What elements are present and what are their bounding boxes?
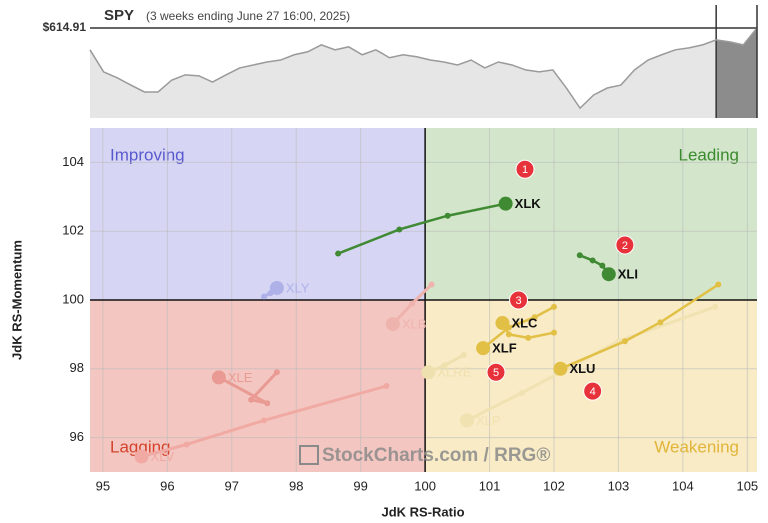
series-label: XLP <box>476 413 501 428</box>
price-label: $614.91 <box>43 20 87 34</box>
quadrant <box>425 128 757 300</box>
quadrant <box>90 128 426 300</box>
tail-point <box>505 331 512 338</box>
tail-point <box>441 362 448 369</box>
tail-head <box>134 449 149 464</box>
x-tick-label: 99 <box>353 478 367 493</box>
quadrant-label: Improving <box>110 145 185 164</box>
tail-point <box>712 303 719 310</box>
tail-line <box>481 305 556 350</box>
price-area <box>90 28 757 118</box>
tail-point <box>261 293 267 300</box>
watermark-logo <box>299 445 319 465</box>
price-subtitle: (3 weeks ending June 27 16:00, 2025) <box>146 9 350 23</box>
tail-point <box>273 369 280 376</box>
tail-point <box>518 389 525 396</box>
quadrant-label: Leading <box>678 145 739 164</box>
y-tick-label: 98 <box>70 360 84 375</box>
tail-head <box>498 196 513 211</box>
annotation-badge <box>615 235 635 255</box>
tail-head <box>421 365 436 380</box>
tail-line <box>336 202 507 255</box>
tail-point <box>183 441 190 448</box>
annotation-badge <box>515 159 535 179</box>
annotation-badge <box>583 381 603 401</box>
tail-point <box>576 252 583 259</box>
tail-point <box>551 329 557 336</box>
price-line <box>89 27 758 110</box>
tail-point <box>264 400 271 407</box>
x-tick-label: 98 <box>289 478 303 493</box>
tail-point <box>531 314 538 321</box>
series-label: XLE <box>228 370 253 385</box>
y-tick-label: 96 <box>70 429 84 444</box>
tail-point <box>248 396 255 403</box>
x-tick-label: 104 <box>672 478 694 493</box>
tail-head <box>495 316 510 331</box>
tail-head <box>269 280 284 295</box>
x-tick-label: 97 <box>225 478 239 493</box>
tail-point <box>657 319 664 326</box>
tail-point <box>599 262 606 269</box>
annotation-badge <box>509 290 529 310</box>
x-tick-label: 103 <box>608 478 630 493</box>
tail-line <box>217 370 279 405</box>
tail-point <box>409 300 416 307</box>
tail-point <box>396 226 403 233</box>
tail-line <box>465 305 717 422</box>
tail-point <box>261 417 267 424</box>
annotation-number: 2 <box>622 240 628 252</box>
annotation-number: 3 <box>515 295 521 307</box>
y-axis-title: JdK RS-Momentum <box>9 240 24 360</box>
series-label: XLC <box>511 315 538 330</box>
x-axis-title: JdK RS-Ratio <box>381 504 464 519</box>
tail-point <box>589 257 596 264</box>
x-tick-label: 100 <box>414 478 436 493</box>
tail-head <box>601 267 616 282</box>
tail-point <box>335 250 342 257</box>
watermark: StockCharts.com / RRG® <box>322 445 550 466</box>
series-label: XLY <box>286 280 310 295</box>
tail-point <box>621 338 628 345</box>
tail-head <box>553 361 568 376</box>
tail-head <box>211 370 226 385</box>
y-tick-label: 102 <box>62 223 84 238</box>
price-title: SPY <box>104 7 134 24</box>
tail-point <box>715 281 722 288</box>
series-label: XLK <box>515 196 542 211</box>
y-tick-label: 104 <box>62 154 84 169</box>
series-label: XLRE <box>437 365 471 380</box>
tail-point <box>428 281 435 288</box>
series-label: XLI <box>618 267 638 282</box>
series-label: XLF <box>492 341 517 356</box>
annotation-number: 1 <box>522 164 528 176</box>
tail-head <box>476 341 491 356</box>
tail-line <box>140 384 388 459</box>
series-label: XLB <box>402 317 427 332</box>
x-tick-label: 102 <box>543 478 565 493</box>
series-label: XLV <box>151 449 175 464</box>
tail-point <box>460 352 467 359</box>
tail-head <box>460 413 474 428</box>
x-tick-label: 105 <box>736 478 758 493</box>
tail-point <box>551 303 557 310</box>
y-tick-label: 100 <box>62 291 84 306</box>
tail-head <box>385 317 400 332</box>
annotation-number: 5 <box>493 367 499 379</box>
tail-point <box>525 334 532 341</box>
quadrant-label: Weakening <box>654 437 739 456</box>
series-label: XLU <box>569 361 595 376</box>
tail-point <box>444 212 451 219</box>
annotation-badge <box>486 362 506 382</box>
tail-line <box>559 283 720 371</box>
x-tick-label: 96 <box>160 478 174 493</box>
x-tick-label: 101 <box>479 478 501 493</box>
x-tick-label: 95 <box>96 478 110 493</box>
quadrant <box>90 300 426 472</box>
current-window <box>716 28 757 118</box>
tail-point <box>383 383 390 389</box>
annotation-number: 4 <box>590 386 596 398</box>
